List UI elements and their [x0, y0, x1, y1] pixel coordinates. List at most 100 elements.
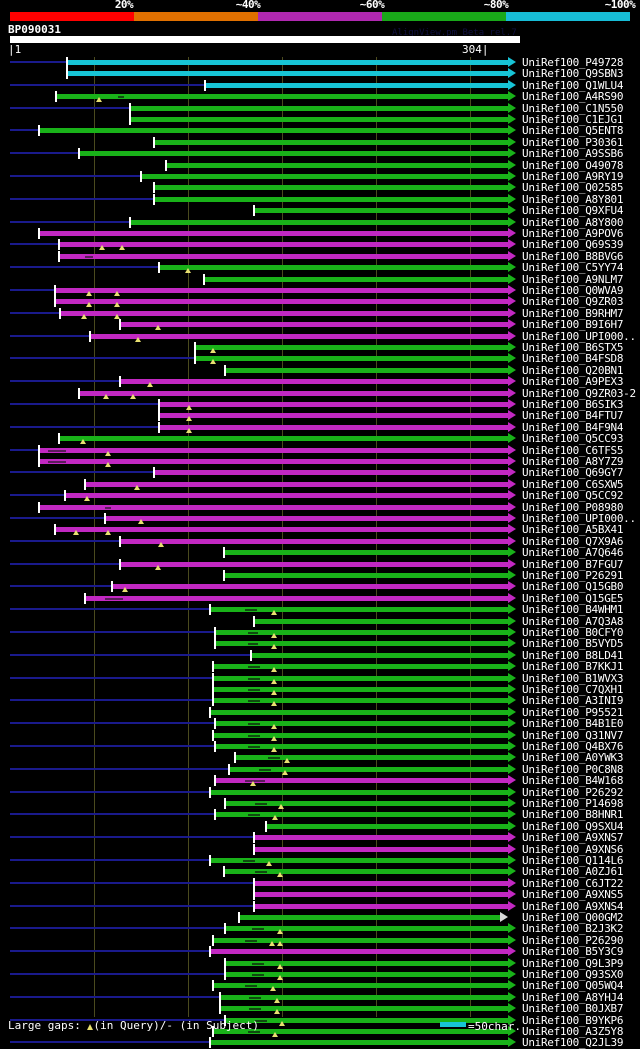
alignment-row[interactable]: UniRef100_O49078 [0, 158, 640, 172]
hsp-bar[interactable] [55, 94, 508, 100]
hsp-bar[interactable] [153, 470, 508, 476]
hsp-bar[interactable] [253, 903, 508, 909]
alignment-row[interactable]: UniRef100_Q69GY7 [0, 467, 640, 479]
alignment-row[interactable]: UniRef100_P26291 [0, 570, 640, 581]
hsp-bar[interactable] [84, 481, 508, 487]
subject-id-label[interactable]: UniRef100_A9POV6 [522, 227, 624, 240]
hsp-bar[interactable] [214, 778, 508, 784]
hsp-bar[interactable] [58, 253, 508, 259]
alignment-row[interactable]: UniRef100_Q02585 [0, 182, 640, 194]
hsp-bar[interactable] [165, 162, 508, 168]
hsp-bar[interactable] [119, 538, 508, 544]
alignment-row[interactable]: UniRef100_B4WHM1 [0, 603, 640, 617]
alignment-row[interactable]: UniRef100_A3Z5Y8 [0, 1026, 640, 1037]
subject-id-label[interactable]: UniRef100_B7KKJ1 [522, 660, 624, 674]
subject-id-label[interactable]: UniRef100_Q0WVA9 [522, 284, 624, 297]
alignment-row[interactable]: UniRef100_Q4BX76 [0, 741, 640, 752]
subject-id-label[interactable]: UniRef100_Q05WQ4 [522, 979, 624, 993]
hsp-bar[interactable] [104, 516, 508, 521]
hsp-bar[interactable] [89, 333, 508, 339]
alignment-row[interactable]: UniRef100_A9SSB6 [0, 147, 640, 161]
subject-id-label[interactable]: UniRef100_A8Y801 [522, 192, 624, 206]
hsp-bar[interactable] [153, 196, 508, 202]
alignment-row[interactable]: UniRef100_Q93SX0 [0, 969, 640, 980]
hsp-bar[interactable] [209, 789, 508, 795]
alignment-row[interactable]: UniRef100_P08980 [0, 501, 640, 513]
hsp-bar[interactable] [119, 561, 508, 567]
hsp-bar[interactable] [228, 766, 508, 772]
alignment-row[interactable]: UniRef100_Q15GB0 [0, 581, 640, 593]
subject-id-label[interactable]: UniRef100_O49078 [522, 158, 624, 172]
alignment-row[interactable]: UniRef100_Q9L3P9 [0, 957, 640, 969]
subject-id-label[interactable]: UniRef100_A9XNS4 [522, 899, 624, 913]
alignment-row[interactable]: UniRef100_Q5CC92 [0, 489, 640, 503]
hsp-bar[interactable] [84, 595, 508, 601]
subject-id-label[interactable]: UniRef100_A8Y7Z9 [522, 455, 624, 468]
alignment-row[interactable]: UniRef100_C1N550 [0, 101, 640, 115]
subject-id-label[interactable]: UniRef100_B4W168 [522, 774, 624, 788]
subject-id-label[interactable]: UniRef100_B9I6H7 [522, 318, 624, 332]
subject-id-label[interactable]: UniRef100_UPI000.. [522, 512, 636, 525]
subject-id-label[interactable]: UniRef100_B2J3K2 [522, 922, 624, 936]
hsp-bar[interactable] [38, 447, 508, 453]
subject-id-label[interactable]: UniRef100_A3Z5Y8 [522, 1025, 624, 1038]
subject-id-label[interactable]: UniRef100_P30361 [522, 135, 624, 149]
hsp-bar[interactable] [253, 846, 508, 852]
alignment-row[interactable]: UniRef100_Q69S39 [0, 239, 640, 251]
alignment-row[interactable]: UniRef100_P26292 [0, 786, 640, 798]
hsp-bar[interactable] [153, 139, 508, 145]
alignment-row[interactable]: UniRef100_Q114L6 [0, 855, 640, 866]
alignment-row[interactable]: UniRef100_B8HNR1 [0, 809, 640, 821]
subject-id-label[interactable]: UniRef100_A9SSB6 [522, 147, 624, 161]
subject-id-label[interactable]: UniRef100_Q114L6 [522, 854, 624, 867]
alignment-row[interactable]: UniRef100_Q9SXU4 [0, 820, 640, 832]
subject-id-label[interactable]: UniRef100_Q31NV7 [522, 728, 624, 742]
alignment-row[interactable]: UniRef100_P0C8N8 [0, 762, 640, 776]
alignment-row[interactable]: UniRef100_C7QXH1 [0, 684, 640, 695]
hsp-bar[interactable] [223, 869, 508, 875]
alignment-row[interactable]: UniRef100_B4FSD8 [0, 353, 640, 365]
alignment-row[interactable]: UniRef100_A9PEX3 [0, 375, 640, 389]
alignment-row[interactable]: UniRef100_Q7X9A6 [0, 535, 640, 547]
hsp-bar[interactable] [238, 915, 500, 920]
hsp-bar[interactable] [111, 584, 508, 590]
alignment-row[interactable]: UniRef100_Q00GM2 [0, 912, 640, 923]
subject-id-label[interactable]: UniRef100_A9XNS7 [522, 831, 624, 845]
hsp-bar[interactable] [224, 960, 508, 966]
subject-id-label[interactable]: UniRef100_A9PEX3 [522, 375, 624, 389]
subject-id-label[interactable]: UniRef100_P0C8N8 [522, 762, 624, 776]
hsp-bar[interactable] [119, 322, 508, 328]
hsp-bar[interactable] [214, 744, 508, 749]
subject-id-label[interactable]: UniRef100_A9XNS5 [522, 888, 624, 902]
hsp-bar[interactable] [212, 983, 508, 989]
hsp-bar[interactable] [250, 652, 508, 658]
subject-id-label[interactable]: UniRef100_Q9XFU4 [522, 204, 624, 218]
subject-id-label[interactable]: UniRef100_B4FTU7 [522, 409, 624, 423]
alignment-row[interactable]: UniRef100_Q31NV7 [0, 728, 640, 742]
hsp-bar[interactable] [253, 618, 508, 624]
hsp-bar[interactable] [224, 972, 508, 977]
hsp-bar[interactable] [66, 60, 508, 65]
subject-id-label[interactable]: UniRef100_P49728 [522, 56, 624, 69]
hsp-bar[interactable] [158, 424, 508, 430]
subject-id-label[interactable]: UniRef100_P26290 [522, 933, 624, 947]
subject-id-label[interactable]: UniRef100_A4RS90 [522, 90, 624, 104]
alignment-row[interactable]: UniRef100_P26290 [0, 933, 640, 947]
alignment-row[interactable]: UniRef100_B4F9N4 [0, 421, 640, 433]
hsp-bar[interactable] [224, 367, 508, 373]
subject-id-label[interactable]: UniRef100_B4WHM1 [522, 603, 624, 617]
subject-id-label[interactable]: UniRef100_A8Y800 [522, 215, 624, 229]
subject-id-label[interactable]: UniRef100_C1N550 [522, 101, 624, 115]
hsp-bar[interactable] [194, 345, 508, 350]
alignment-row[interactable]: UniRef100_Q20BN1 [0, 364, 640, 376]
hsp-bar[interactable] [64, 493, 508, 499]
subject-id-label[interactable]: UniRef100_B8BVG6 [522, 249, 624, 263]
alignment-row[interactable]: UniRef100_A4RS90 [0, 90, 640, 104]
hsp-bar[interactable] [219, 994, 508, 1000]
hsp-bar[interactable] [119, 379, 508, 385]
alignment-row[interactable]: UniRef100_B7FGU7 [0, 558, 640, 570]
alignment-row[interactable]: UniRef100_C6SXW5 [0, 478, 640, 490]
subject-id-label[interactable]: UniRef100_Q5CC92 [522, 489, 624, 503]
hsp-bar[interactable] [78, 151, 508, 157]
alignment-row[interactable]: UniRef100_Q5CC93 [0, 433, 640, 445]
